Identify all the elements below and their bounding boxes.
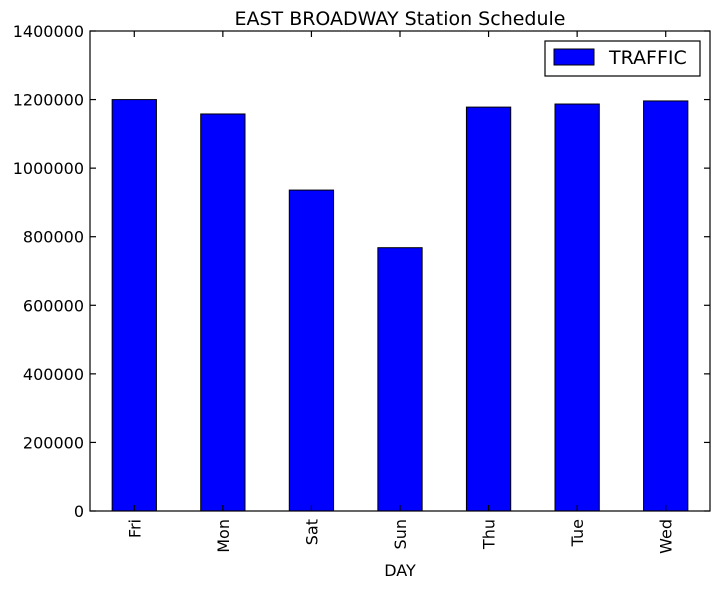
bar-tue [554, 103, 600, 512]
x-axis: Fri Mon Sat Sun Thu Tue Wed [125, 31, 676, 554]
x-tick-label-wed: Wed [657, 519, 676, 554]
y-tick-label: 1200000 [13, 91, 84, 110]
bar-thu [465, 106, 512, 512]
legend: TRAFFIC [544, 40, 701, 77]
x-tick-label-thu: Thu [480, 519, 499, 550]
bar-mon [200, 113, 246, 512]
bar-fri [111, 99, 157, 512]
y-tick-label: 200000 [23, 433, 84, 452]
legend-label-traffic: TRAFFIC [608, 47, 687, 69]
y-tick-label: 0 [74, 502, 84, 521]
x-tick-label-sat: Sat [302, 519, 321, 545]
chart-title: EAST BROADWAY Station Schedule [234, 8, 565, 30]
y-tick-label: 1000000 [13, 159, 84, 178]
x-tick-label-mon: Mon [214, 519, 233, 553]
bar-sun [377, 247, 423, 512]
x-tick-label-tue: Tue [568, 519, 587, 547]
plot-frame [89, 30, 711, 512]
bars-layer [111, 99, 689, 512]
y-axis: 0 200000 400000 600000 800000 1000000 1200000 1… [13, 22, 710, 521]
y-tick-label: 1400000 [13, 22, 84, 41]
y-tick-label: 400000 [23, 365, 84, 384]
bar-sat [288, 189, 335, 512]
x-tick-label-fri: Fri [125, 519, 144, 538]
legend-swatch-traffic [553, 48, 595, 66]
x-tick-label-sun: Sun [391, 519, 410, 549]
y-tick-label: 600000 [23, 296, 84, 315]
bar-wed [643, 100, 689, 512]
y-tick-label: 800000 [23, 228, 84, 247]
x-axis-label: DAY [384, 561, 416, 580]
